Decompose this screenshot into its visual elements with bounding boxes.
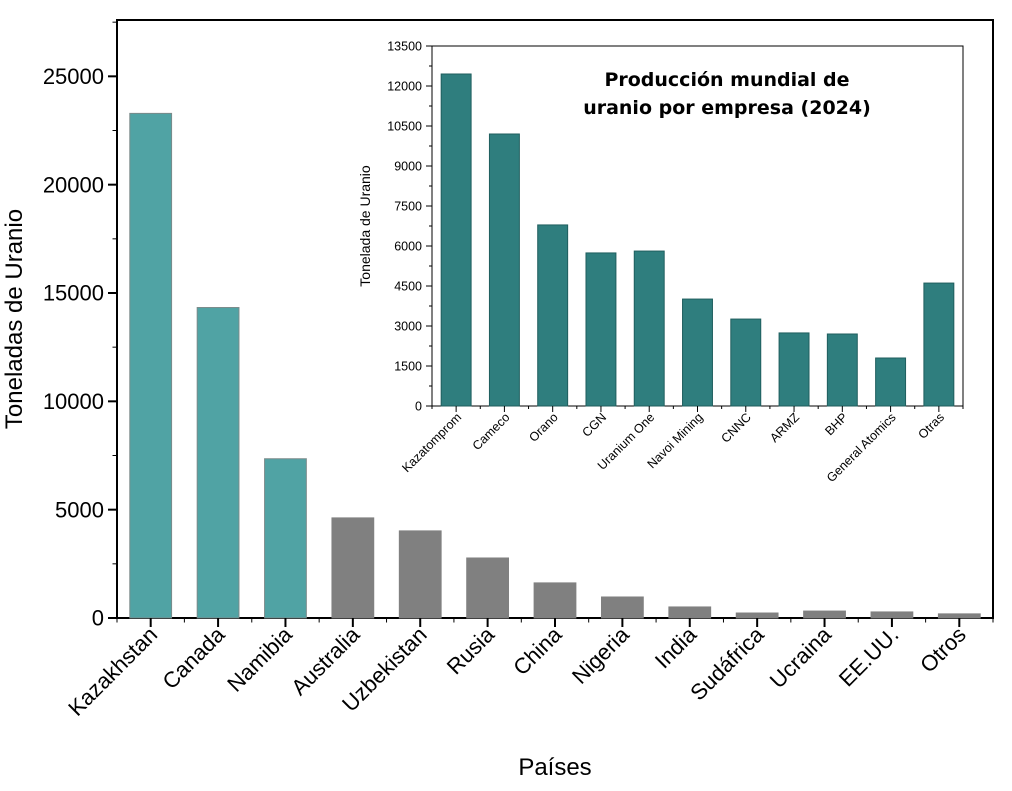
x-tick-label: Rusia bbox=[442, 621, 500, 679]
bar-india bbox=[668, 606, 712, 619]
bar-uzbekistan bbox=[398, 530, 442, 619]
x-tick-label: Ucraina bbox=[765, 621, 837, 693]
x-tick-label: Otros bbox=[915, 622, 971, 678]
bar-australia bbox=[331, 517, 375, 619]
bar-otras bbox=[923, 282, 955, 407]
y-tick-label: 10000 bbox=[43, 389, 104, 414]
y-tick-label: 25000 bbox=[43, 64, 104, 89]
y-tick-label: 3000 bbox=[394, 319, 422, 333]
x-tick-label: India bbox=[650, 621, 702, 673]
x-tick-label: Sudáfrica bbox=[685, 621, 769, 705]
chart-title: Producción mundial de bbox=[604, 69, 849, 91]
bar-rusia bbox=[466, 557, 510, 619]
x-tick-label: China bbox=[508, 621, 567, 680]
y-tick-label: 1500 bbox=[394, 359, 422, 373]
y-tick-label: 4500 bbox=[394, 279, 422, 293]
bar-otros bbox=[937, 613, 981, 619]
chart-title: uranio por empresa (2024) bbox=[583, 97, 871, 119]
x-tick-label: Namibia bbox=[222, 621, 297, 696]
y-tick-label: 9000 bbox=[394, 159, 422, 173]
y-tick-label: 13500 bbox=[387, 39, 422, 53]
y-axis-label: Tonelada de Uranio bbox=[357, 165, 373, 287]
y-tick-label: 6000 bbox=[394, 239, 422, 253]
bar-navoi-mining bbox=[682, 298, 713, 407]
x-axis-label: Países bbox=[518, 754, 591, 781]
bar-kazatomprom bbox=[440, 73, 472, 407]
y-tick-label: 5000 bbox=[55, 497, 104, 522]
bar-orano bbox=[537, 224, 569, 407]
bar-nigeria bbox=[600, 596, 644, 619]
bar-kazakhstan bbox=[129, 112, 173, 619]
y-tick-label: 0 bbox=[415, 399, 422, 413]
bar-cgn bbox=[585, 252, 617, 407]
x-tick-label: EE.UU. bbox=[834, 622, 904, 692]
x-tick-label: Kazakhstan bbox=[63, 622, 162, 721]
y-tick-label: 15000 bbox=[43, 281, 104, 306]
bar-cnnc bbox=[730, 318, 762, 407]
bar-bhp bbox=[826, 333, 858, 407]
y-tick-label: 0 bbox=[92, 606, 104, 631]
y-tick-label: 20000 bbox=[43, 172, 104, 197]
bar-canada bbox=[196, 307, 240, 619]
y-axis-label: Toneladas de Uranio bbox=[1, 209, 28, 429]
bar-china bbox=[533, 582, 577, 619]
bar-general-atomics bbox=[875, 357, 907, 407]
bar-armz bbox=[778, 332, 810, 407]
bar-uranium-one bbox=[633, 250, 665, 407]
bar-sud-frica bbox=[735, 612, 779, 619]
x-tick-label: Canada bbox=[157, 621, 230, 694]
y-tick-label: 10500 bbox=[387, 119, 422, 133]
y-tick-label: 7500 bbox=[394, 199, 422, 213]
bar-namibia bbox=[264, 458, 307, 619]
y-tick-label: 12000 bbox=[387, 79, 422, 93]
bar-ucraina bbox=[803, 610, 846, 619]
bar-ee-uu- bbox=[870, 611, 914, 619]
bar-cameco bbox=[488, 133, 520, 407]
x-tick-label: Nigeria bbox=[567, 621, 635, 689]
